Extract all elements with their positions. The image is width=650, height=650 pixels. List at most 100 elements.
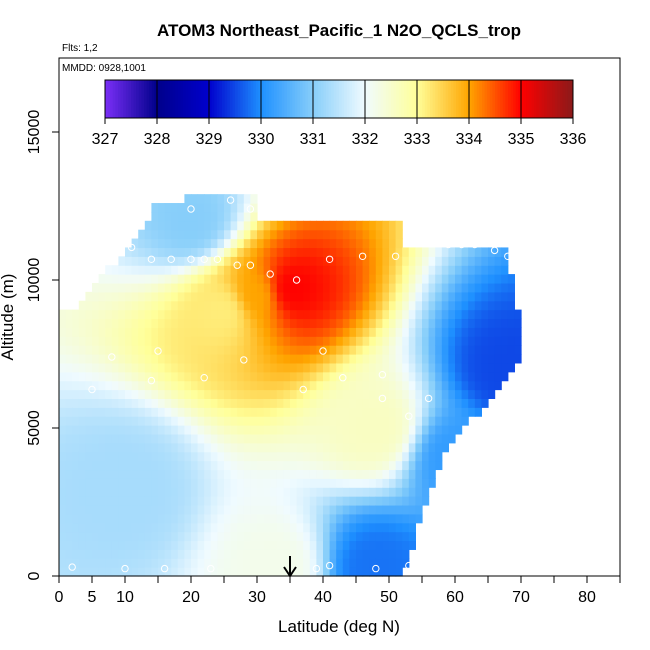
- heat-cell: [72, 318, 80, 328]
- colorbar-segment: [557, 80, 561, 118]
- heat-cell: [224, 389, 232, 399]
- heat-cell: [151, 362, 159, 373]
- heat-cell: [382, 354, 390, 364]
- heat-cell: [125, 549, 133, 559]
- heat-cell: [197, 558, 205, 568]
- heat-cell: [98, 558, 106, 568]
- heat-cell: [125, 247, 133, 257]
- heat-cell: [171, 265, 179, 275]
- heat-cell: [342, 487, 350, 497]
- heat-cell: [210, 336, 218, 346]
- heat-cell: [382, 558, 390, 568]
- heat-cell: [98, 336, 106, 346]
- heat-cell: [461, 265, 469, 275]
- heat-cell: [138, 504, 146, 515]
- heat-cell: [85, 478, 93, 488]
- heat-cell: [237, 362, 245, 373]
- heat-cell: [303, 425, 311, 435]
- heat-cell: [204, 451, 212, 462]
- heat-cell: [197, 362, 205, 373]
- heat-cell: [455, 407, 463, 417]
- heat-cell: [237, 247, 245, 257]
- heat-cell: [349, 247, 357, 257]
- heat-cell: [59, 336, 67, 346]
- colorbar-segment: [500, 80, 504, 118]
- heat-cell: [78, 425, 86, 435]
- heat-cell: [224, 274, 232, 284]
- heat-cell: [243, 300, 251, 311]
- heat-cell: [204, 398, 212, 408]
- heat-cell: [184, 238, 192, 249]
- heat-cell: [263, 362, 271, 373]
- heat-cell: [316, 220, 324, 231]
- heat-cell: [303, 318, 311, 328]
- heat-cell: [283, 291, 291, 302]
- colorbar-segment: [138, 80, 142, 118]
- heat-cell: [356, 451, 364, 462]
- heat-cell: [164, 504, 172, 515]
- heat-cell: [164, 513, 172, 524]
- colorbar-segment: [216, 80, 220, 118]
- heat-cell: [283, 389, 291, 399]
- heat-cell: [395, 433, 403, 444]
- heat-cell: [210, 451, 218, 462]
- heat-cell: [184, 309, 192, 320]
- heat-cell: [428, 416, 436, 426]
- heat-cell: [323, 487, 331, 497]
- sample-point: [378, 371, 387, 379]
- heat-cell: [118, 371, 126, 382]
- colorbar-segment: [115, 80, 119, 118]
- heat-cell: [151, 425, 159, 435]
- heat-cell: [323, 504, 331, 515]
- heat-cell: [118, 256, 126, 266]
- heat-cell: [98, 371, 106, 382]
- heat-cell: [290, 265, 298, 275]
- heat-cell: [131, 407, 139, 417]
- heat-cell: [342, 282, 350, 293]
- heat-cell: [158, 567, 166, 577]
- heat-cell: [481, 318, 489, 328]
- heat-cell: [72, 487, 80, 497]
- heat-cell: [422, 380, 430, 391]
- heat-cell: [144, 389, 152, 399]
- heat-cell: [164, 211, 172, 222]
- heat-cell: [461, 282, 469, 293]
- heat-cell: [342, 238, 350, 249]
- heat-cell: [402, 345, 410, 355]
- heat-cell: [204, 265, 212, 275]
- heat-cell: [243, 442, 251, 453]
- heat-cell: [250, 336, 258, 346]
- heat-cell: [92, 371, 100, 382]
- heat-cell: [72, 433, 80, 444]
- heat-cell: [488, 309, 496, 320]
- heat-cell: [309, 487, 317, 497]
- colorbar-segment: [123, 80, 127, 118]
- heat-cell: [382, 398, 390, 408]
- heat-cell: [296, 371, 304, 382]
- heat-cell: [316, 282, 324, 293]
- heat-cell: [177, 229, 185, 240]
- heat-cell: [65, 371, 73, 382]
- heat-cell: [204, 362, 212, 373]
- heat-cell: [395, 487, 403, 497]
- heat-cell: [98, 496, 106, 506]
- colorbar-segment: [352, 80, 356, 118]
- heat-cell: [402, 362, 410, 373]
- flights-label: Flts: 1,2: [62, 43, 98, 54]
- heat-cell: [151, 256, 159, 266]
- colorbar-tick-label: 330: [248, 131, 275, 148]
- heat-cell: [402, 425, 410, 435]
- heat-cell: [151, 327, 159, 337]
- colorbar-segment: [315, 80, 319, 118]
- heat-cell: [85, 558, 93, 568]
- heat-cell: [455, 380, 463, 391]
- heat-cell: [125, 291, 133, 302]
- heat-cell: [276, 522, 284, 533]
- heat-cell: [356, 318, 364, 328]
- heat-cell: [329, 442, 337, 453]
- colorbar-segment: [237, 80, 241, 118]
- heat-cell: [257, 282, 265, 293]
- heat-cell: [131, 558, 139, 568]
- heat-cell: [230, 336, 238, 346]
